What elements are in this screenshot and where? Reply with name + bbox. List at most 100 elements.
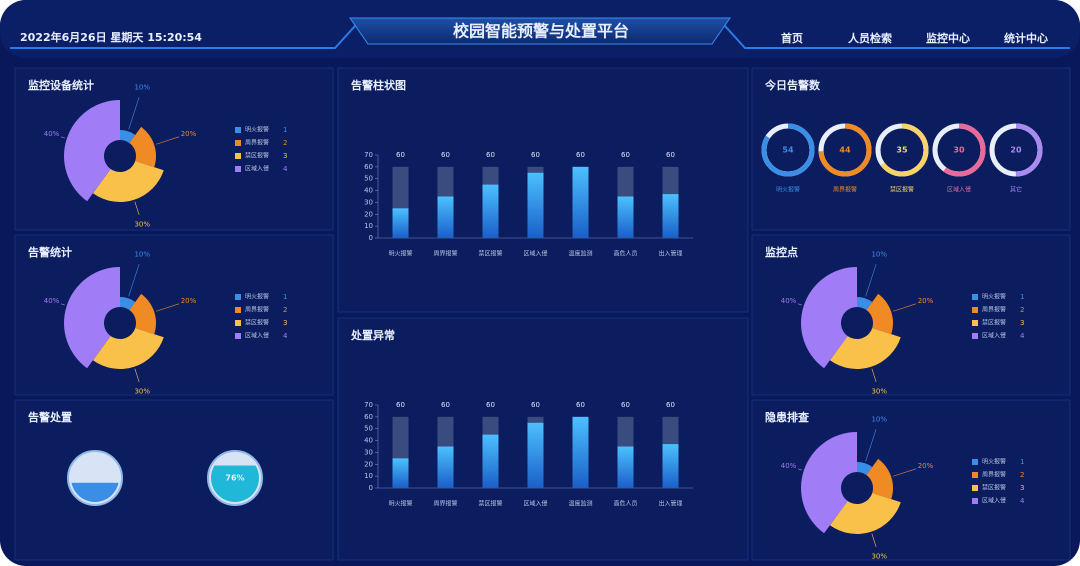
x-tick-label: 禁区报警 — [478, 250, 502, 258]
y-tick-label: 20 — [364, 460, 373, 468]
ring-arc — [818, 123, 872, 177]
legend-number: 4 — [1020, 497, 1025, 505]
legend-swatch — [972, 307, 978, 313]
slice-label: 10% — [871, 416, 887, 424]
slice-label: 40% — [781, 297, 797, 305]
legend-label: 周界报警 — [982, 471, 1006, 479]
x-tick-label: 明火报警 — [388, 250, 412, 258]
y-tick-label: 50 — [364, 175, 373, 183]
ring-arc — [932, 123, 986, 177]
bar — [482, 184, 499, 238]
leader-line — [797, 468, 802, 471]
panel-title: 监控点 — [765, 245, 798, 259]
legend-label: 禁区报警 — [982, 319, 1006, 327]
bar-top-label: 60 — [621, 151, 630, 159]
nav-item[interactable]: 人员检索 — [848, 31, 892, 45]
ring-value: 54 — [782, 146, 794, 155]
bar-top-label: 60 — [531, 151, 540, 159]
bar-top-label: 60 — [441, 401, 450, 409]
legend-swatch — [972, 472, 978, 478]
leader-line — [60, 303, 65, 306]
pie-slice — [866, 293, 894, 335]
legend-number: 3 — [283, 152, 287, 160]
legend-label: 禁区报警 — [245, 319, 269, 327]
slice-label: 20% — [918, 297, 934, 305]
legend-label: 明火报警 — [982, 293, 1006, 301]
bar-top-label: 60 — [621, 401, 630, 409]
page-title: 校园智能预警与处置平台 — [453, 22, 629, 41]
datetime: 2022年6月26日 星期天 15:20:54 — [20, 30, 202, 44]
legend-number: 4 — [283, 332, 288, 340]
pie-slice — [829, 492, 901, 534]
pie-slice — [829, 327, 901, 369]
bar — [392, 458, 409, 488]
pie-slice — [92, 160, 164, 202]
slice-label: 10% — [871, 251, 887, 259]
legend-swatch — [235, 333, 241, 339]
legend-number: 3 — [1020, 484, 1024, 492]
y-tick-label: 60 — [364, 163, 373, 171]
legend-number: 1 — [283, 293, 287, 301]
leader-line — [134, 201, 140, 216]
y-tick-label: 50 — [364, 425, 373, 433]
slice-label: 30% — [134, 220, 150, 228]
bar — [437, 446, 454, 488]
leader-line — [134, 368, 140, 383]
y-tick-label: 20 — [364, 210, 373, 218]
legend-label: 明火报警 — [245, 126, 269, 134]
leader-line — [797, 303, 802, 306]
leader-line — [156, 303, 180, 312]
legend-swatch — [235, 140, 241, 146]
bar-top-label: 60 — [486, 401, 495, 409]
slice-label: 10% — [134, 84, 150, 92]
gauge-fill — [71, 482, 119, 502]
nav-item[interactable]: 监控中心 — [926, 31, 970, 45]
y-tick-label: 30 — [364, 198, 373, 206]
panel-title: 隐患排查 — [765, 410, 809, 424]
panel-title: 监控设备统计 — [28, 78, 94, 92]
y-tick-label: 70 — [364, 151, 373, 159]
leader-line — [871, 368, 877, 383]
bar — [527, 172, 544, 238]
y-tick-label: 60 — [364, 413, 373, 421]
nav-item[interactable]: 首页 — [781, 31, 803, 45]
leader-line — [865, 263, 877, 297]
x-tick-label: 高危人员 — [613, 500, 637, 508]
x-tick-label: 区域入侵 — [523, 250, 547, 258]
leader-line — [893, 468, 917, 477]
y-tick-label: 0 — [369, 234, 373, 242]
legend-label: 禁区报警 — [982, 484, 1006, 492]
panel-title: 告警统计 — [28, 245, 72, 259]
leader-line — [128, 263, 140, 297]
x-tick-label: 明火报警 — [388, 500, 412, 508]
ring-arc — [875, 123, 929, 177]
nav-item[interactable]: 统计中心 — [1004, 31, 1048, 45]
ring-arc — [989, 123, 1043, 177]
ring-label: 禁区报警 — [890, 186, 914, 194]
legend-label: 区域入侵 — [982, 332, 1006, 340]
legend-swatch — [972, 294, 978, 300]
pie-slice — [866, 458, 894, 500]
legend-label: 明火报警 — [245, 293, 269, 301]
slice-label: 40% — [44, 130, 60, 138]
x-tick-label: 区域入侵 — [523, 500, 547, 508]
bar — [572, 166, 589, 238]
legend-swatch — [972, 498, 978, 504]
slice-label: 40% — [44, 297, 60, 305]
pie-slice — [801, 267, 857, 369]
legend-label: 周界报警 — [245, 139, 269, 147]
legend-number: 1 — [1020, 293, 1024, 301]
panel — [14, 399, 334, 561]
panel-title: 告警处置 — [28, 410, 72, 424]
legend-number: 2 — [283, 306, 287, 314]
legend-number: 2 — [1020, 306, 1024, 314]
legend-label: 区域入侵 — [245, 332, 269, 340]
bar-top-label: 60 — [441, 151, 450, 159]
pie-slice — [120, 297, 136, 311]
ring-label: 区域入侵 — [947, 186, 971, 194]
x-tick-label: 出入管理 — [658, 250, 682, 258]
ring-value: 30 — [953, 146, 965, 155]
slice-label: 40% — [781, 462, 797, 470]
panel — [14, 234, 334, 396]
